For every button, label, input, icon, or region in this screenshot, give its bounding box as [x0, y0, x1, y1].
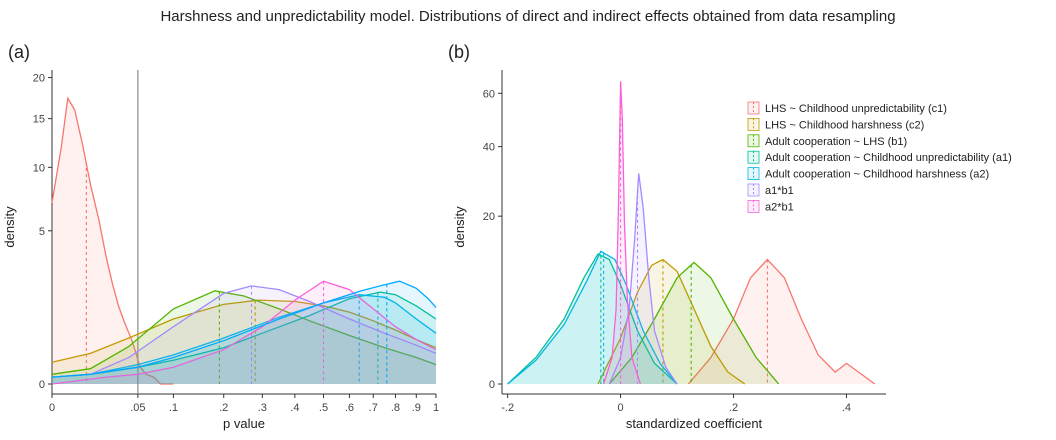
- y-tick-label: 20: [483, 211, 495, 223]
- legend-item: LHS ~ Childhood unpredictability (c1): [748, 102, 947, 115]
- x-tick-label: .3: [258, 402, 267, 414]
- x-axis-title: p value: [223, 416, 265, 431]
- y-tick-label: 40: [483, 142, 495, 154]
- legend-label: LHS ~ Childhood harshness (c2): [765, 119, 924, 131]
- x-tick-label: .6: [345, 402, 354, 414]
- x-tick-label: .4: [842, 402, 851, 414]
- panel-b: 0 20 40 60 -.2 0 .2 .4 standardized coefficient d…: [452, 70, 1012, 431]
- x-tick-label: 0: [618, 402, 624, 414]
- y-axis-title: density: [2, 206, 17, 248]
- legend-item: Adult cooperation ~ Childhood unpredicta…: [748, 151, 1012, 164]
- legend-item: a2*b1: [748, 200, 794, 213]
- y-tick-label: 10: [33, 162, 45, 174]
- x-axis-title: standardized coefficient: [626, 416, 763, 431]
- legend-label: a1*b1: [765, 185, 794, 197]
- y-axis-title: density: [452, 206, 467, 248]
- legend-item: a1*b1: [748, 184, 794, 197]
- legend-item: Adult cooperation ~ LHS (b1): [748, 135, 907, 148]
- legend-item: Adult cooperation ~ Childhood harshness …: [748, 168, 989, 181]
- y-tick-label: 15: [33, 114, 45, 126]
- x-tick-label: -.2: [501, 402, 514, 414]
- y-tick-label: 0: [489, 379, 495, 391]
- legend-label: LHS ~ Childhood unpredictability (c1): [765, 103, 947, 115]
- x-tick-label: .2: [219, 402, 228, 414]
- x-tick-label: .2: [729, 402, 738, 414]
- y-tick-label: 0: [39, 379, 45, 391]
- panel-a: 0 5 10 15 20 0 .05 .1 .2 .3 .4 .5 .6 .7 .8 .9 1 p value de…: [2, 70, 439, 431]
- legend-item: LHS ~ Childhood harshness (c2): [748, 118, 924, 131]
- y-tick-label: 20: [33, 73, 45, 85]
- x-tick-label: .1: [169, 402, 178, 414]
- x-tick-label: .4: [290, 402, 299, 414]
- legend-label: Adult cooperation ~ LHS (b1): [765, 136, 907, 148]
- x-tick-label: .05: [130, 402, 145, 414]
- x-tick-label: 1: [433, 402, 439, 414]
- legend-label: Adult cooperation ~ Childhood unpredicta…: [765, 152, 1012, 164]
- legend-label: Adult cooperation ~ Childhood harshness …: [765, 169, 989, 181]
- x-tick-label: .7: [369, 402, 378, 414]
- y-tick-label: 5: [39, 226, 45, 238]
- x-tick-label: .8: [391, 402, 400, 414]
- x-tick-label: .9: [412, 402, 421, 414]
- x-tick-label: 0: [49, 402, 55, 414]
- y-tick-label: 60: [483, 88, 495, 100]
- legend-label: a2*b1: [765, 201, 794, 213]
- x-tick-label: .5: [319, 402, 328, 414]
- legend: LHS ~ Childhood unpredictability (c1) LHS…: [748, 102, 1012, 213]
